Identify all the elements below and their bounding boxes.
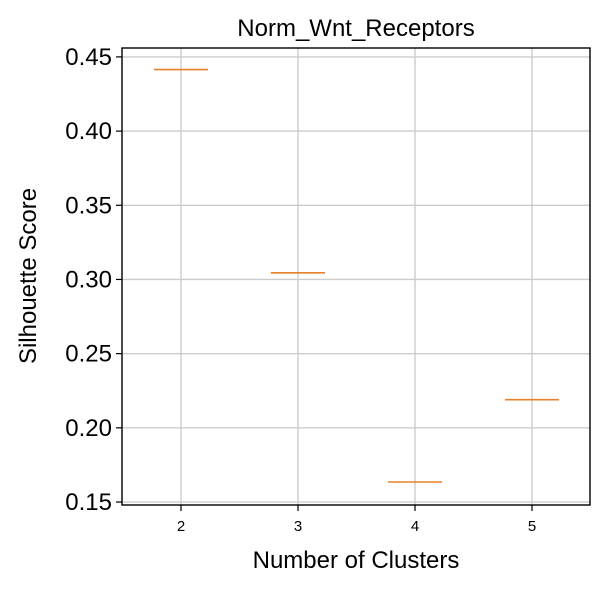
x-tick-label: 2 — [177, 518, 185, 535]
x-tick-label: 3 — [294, 518, 302, 535]
y-tick-label: 0.45 — [65, 44, 112, 71]
y-tick-label: 0.20 — [65, 415, 112, 442]
y-tick-label: 0.30 — [65, 266, 112, 293]
y-tick-label: 0.25 — [65, 341, 112, 368]
x-axis-label: Number of Clusters — [253, 547, 460, 574]
grid-lines — [122, 48, 590, 505]
tick-labels: 2 3 4 5 0.15 0.20 0.25 0.30 0.35 0.40 0.45 — [65, 44, 536, 535]
x-tick-label: 4 — [411, 518, 419, 535]
axis-ticks — [116, 56, 533, 511]
x-tick-label: 5 — [528, 518, 536, 535]
y-tick-label: 0.35 — [65, 192, 112, 219]
y-tick-label: 0.40 — [65, 118, 112, 145]
median-lines — [154, 68, 559, 483]
plot-frame — [121, 47, 591, 506]
y-axis-label: Silhouette Score — [15, 188, 42, 364]
y-tick-label: 0.15 — [65, 489, 112, 516]
chart-title: Norm_Wnt_Receptors — [237, 15, 474, 42]
